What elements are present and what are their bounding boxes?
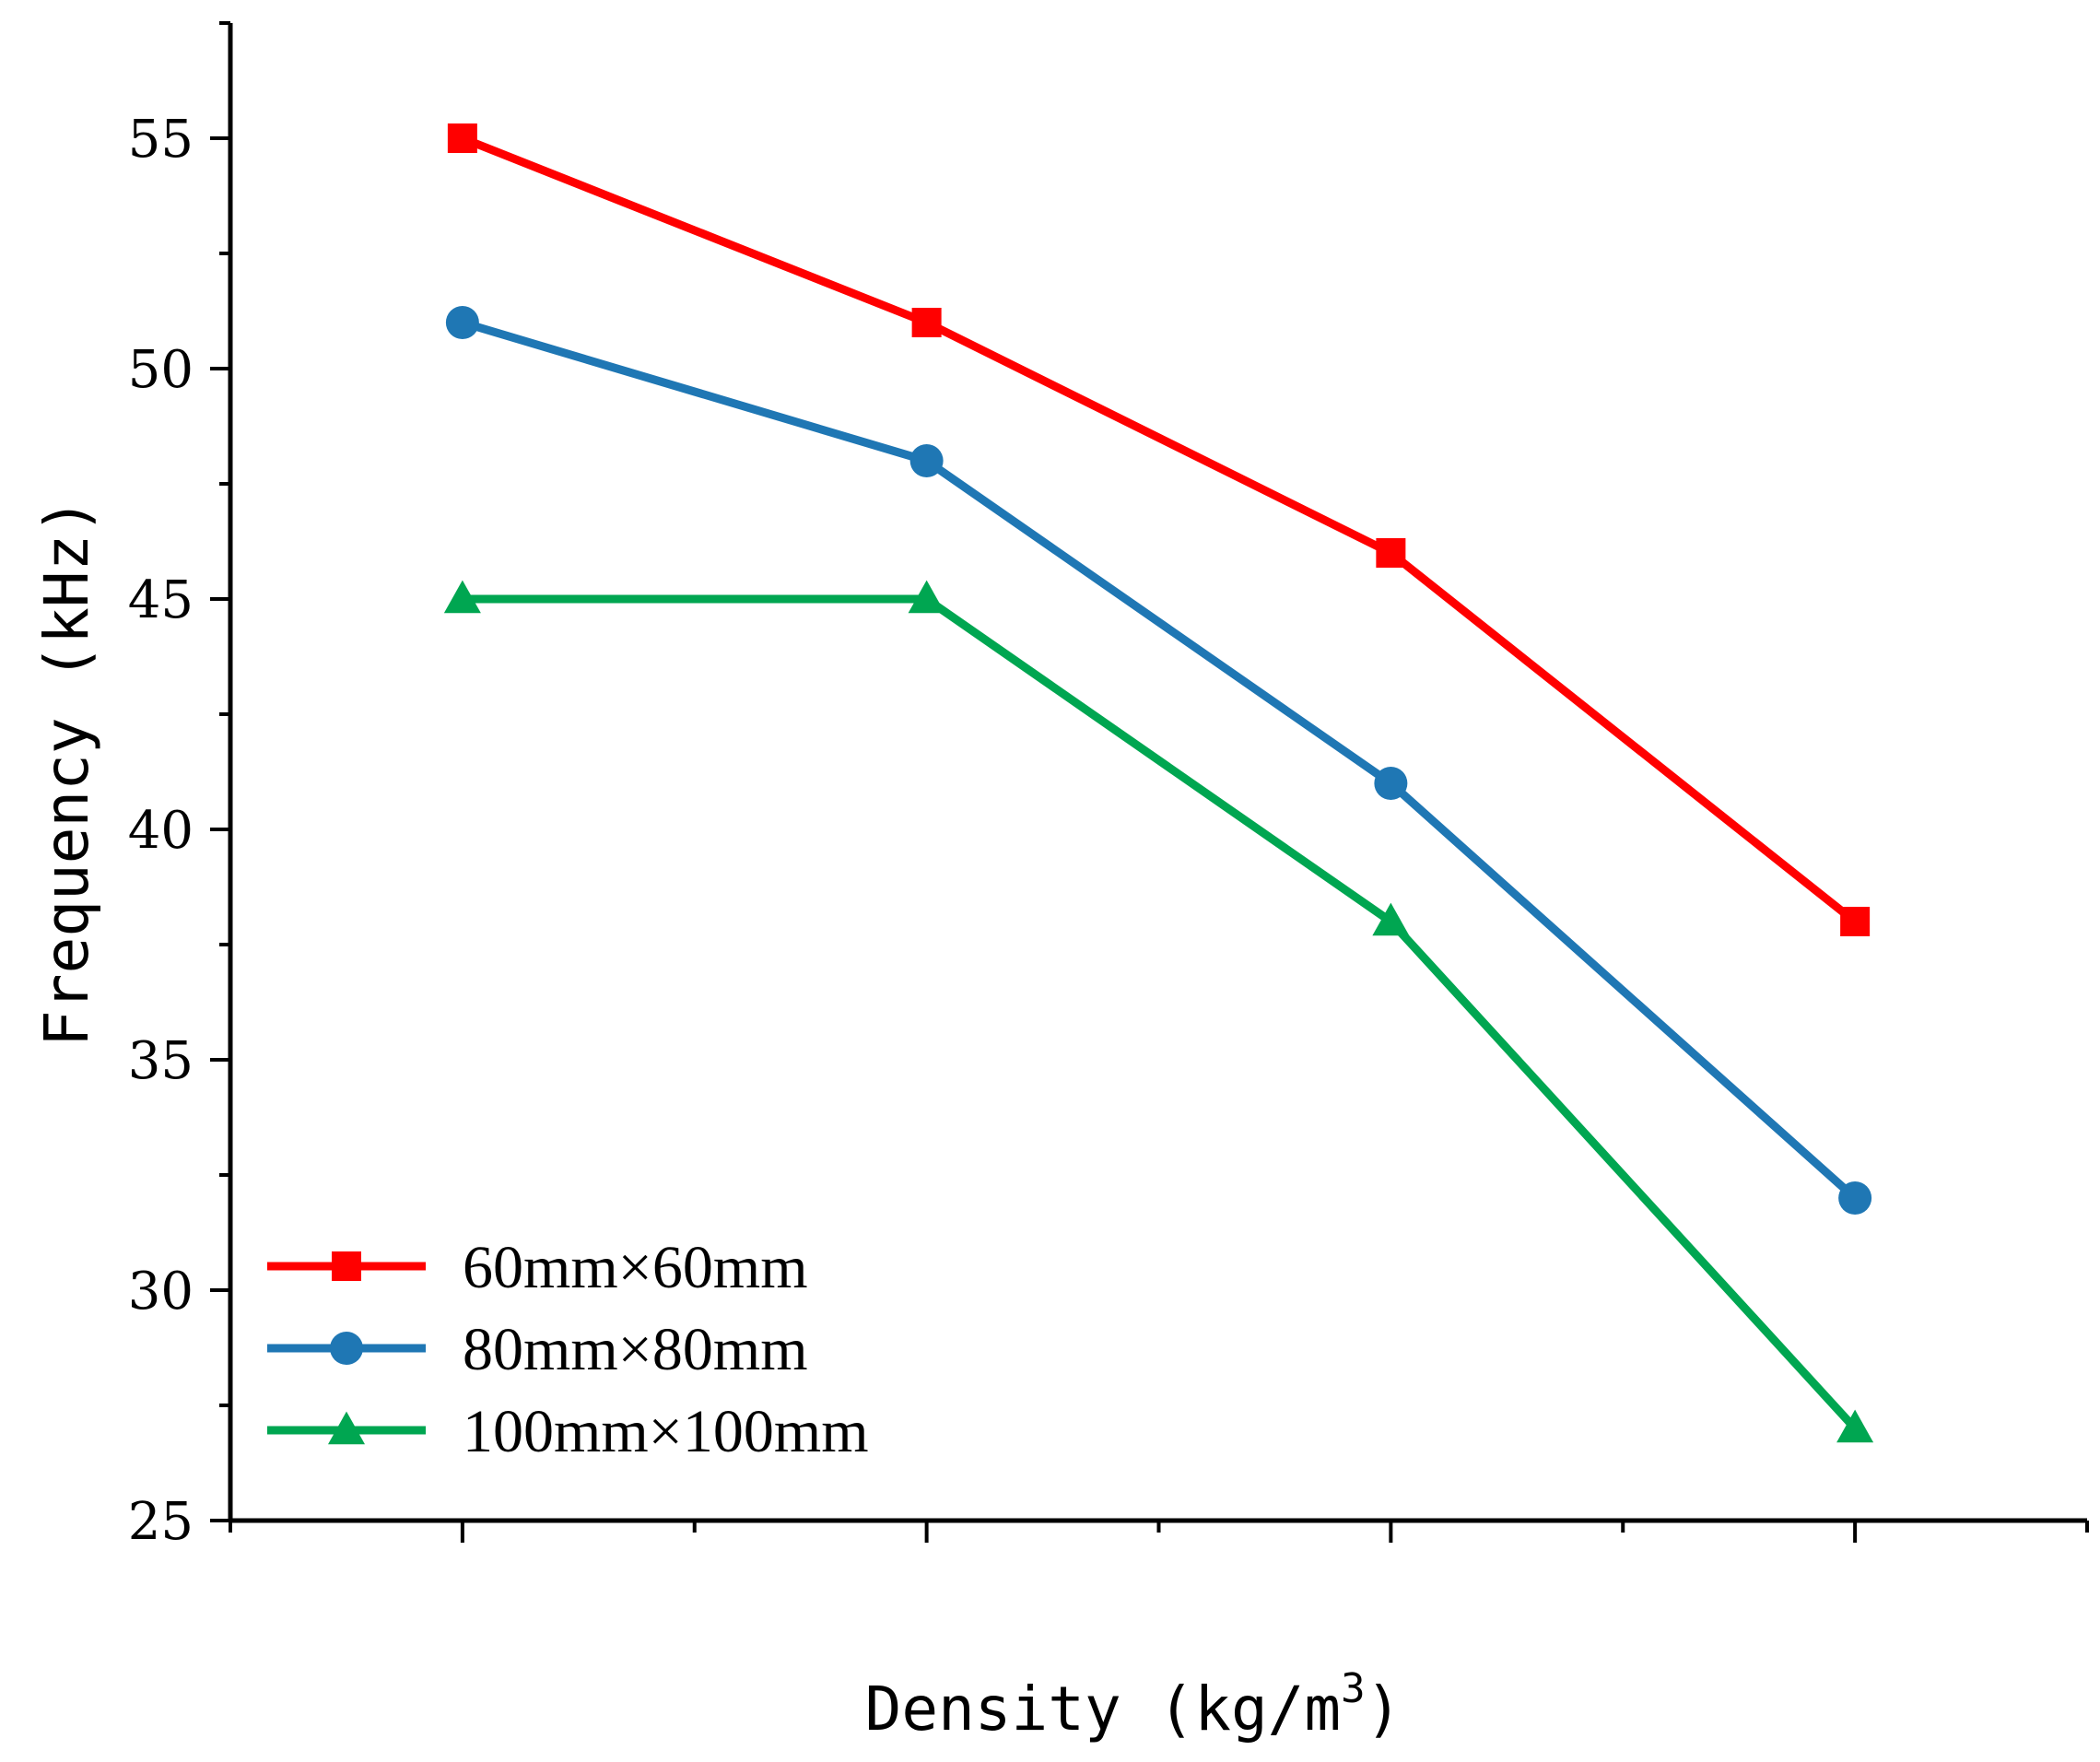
data-point-square xyxy=(1840,907,1871,936)
data-point-circle xyxy=(909,444,944,477)
series-line xyxy=(461,318,1859,1202)
series-line xyxy=(461,134,1858,925)
series-1 xyxy=(447,123,1871,936)
legend-label: 100mm×100mm xyxy=(463,1398,869,1465)
series-line xyxy=(462,594,1859,1432)
data-point-square xyxy=(1376,538,1406,568)
legend-item-2: 80mm×80mm xyxy=(267,1316,808,1383)
y-tick-label: 35 xyxy=(128,1031,194,1091)
series-layer xyxy=(443,123,1874,1443)
data-point-triangle xyxy=(1836,1409,1874,1443)
series-2 xyxy=(445,306,1872,1215)
legend-item-1: 60mm×60mm xyxy=(267,1234,808,1301)
y-axis-ticks: 25 30 35 40 45 50 55 xyxy=(128,21,230,1552)
legend-swatch-marker xyxy=(328,1411,365,1445)
x-axis-title-superscript: 3 xyxy=(1341,1665,1366,1712)
legend-swatch-marker xyxy=(332,1251,361,1281)
y-tick-label: 30 xyxy=(128,1262,194,1322)
legend-label: 80mm×80mm xyxy=(463,1316,808,1383)
data-point-triangle xyxy=(908,580,945,614)
y-tick-label: 45 xyxy=(128,570,194,630)
data-point-square xyxy=(447,123,477,153)
data-point-circle xyxy=(1838,1181,1872,1215)
legend-label: 60mm×60mm xyxy=(463,1234,808,1301)
y-tick-label: 50 xyxy=(128,340,194,400)
data-point-square xyxy=(911,308,942,337)
data-point-circle xyxy=(445,306,479,339)
data-point-triangle xyxy=(443,580,481,614)
y-axis-title: Frequency (kHz) xyxy=(31,498,102,1047)
x-axis-title: Density (kg/m3) xyxy=(865,1665,1402,1744)
x-axis-ticks xyxy=(229,1521,2089,1543)
data-point-circle xyxy=(1374,767,1408,800)
y-tick-label: 40 xyxy=(128,801,194,861)
legend-swatch-marker xyxy=(330,1332,363,1365)
series-3 xyxy=(443,580,1874,1443)
data-point-triangle xyxy=(1372,902,1410,936)
y-tick-label: 55 xyxy=(128,110,194,170)
legend-item-3: 100mm×100mm xyxy=(267,1398,869,1465)
y-tick-label: 25 xyxy=(128,1492,194,1552)
legend: 60mm×60mm 80mm×80mm 100mm×100mm xyxy=(267,1234,869,1465)
